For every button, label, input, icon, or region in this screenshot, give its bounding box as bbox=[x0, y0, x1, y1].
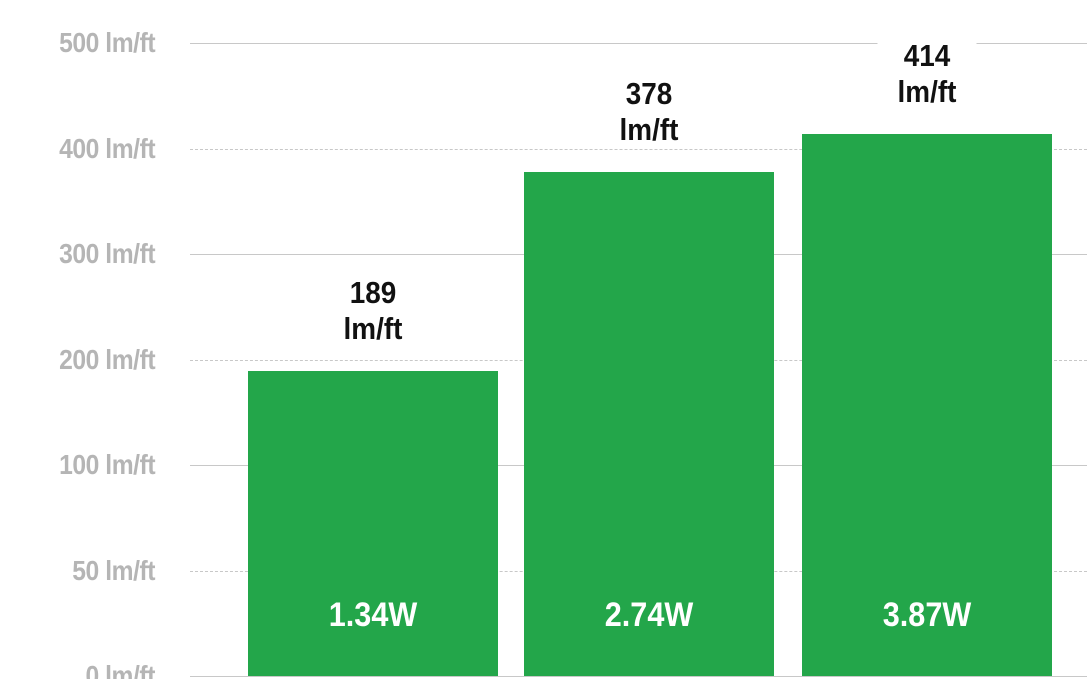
y-tick-label: 300 lm/ft bbox=[58, 238, 155, 269]
bar bbox=[524, 171, 774, 676]
category-label: 2.74W bbox=[604, 596, 694, 634]
bar bbox=[248, 371, 498, 676]
y-tick-label: 100 lm/ft bbox=[58, 449, 155, 480]
y-tick-label: 200 lm/ft bbox=[58, 343, 155, 375]
value-label: 414 lm/ft bbox=[877, 37, 977, 110]
category-label: 3.87W bbox=[882, 596, 972, 634]
bar bbox=[802, 133, 1052, 676]
y-tick-label: 500 lm/ft bbox=[58, 27, 155, 58]
grid-line bbox=[190, 43, 1087, 44]
y-tick-label: 50 lm/ft bbox=[72, 554, 155, 586]
grid-line bbox=[190, 148, 1087, 150]
category-label: 1.34W bbox=[328, 596, 418, 634]
value-label: 189 lm/ft bbox=[323, 275, 423, 348]
grid-line bbox=[190, 676, 1087, 677]
y-tick-label: 0 lm/ft bbox=[85, 660, 156, 679]
value-label: 378 lm/ft bbox=[599, 75, 699, 148]
y-tick-label: 400 lm/ft bbox=[58, 132, 155, 164]
